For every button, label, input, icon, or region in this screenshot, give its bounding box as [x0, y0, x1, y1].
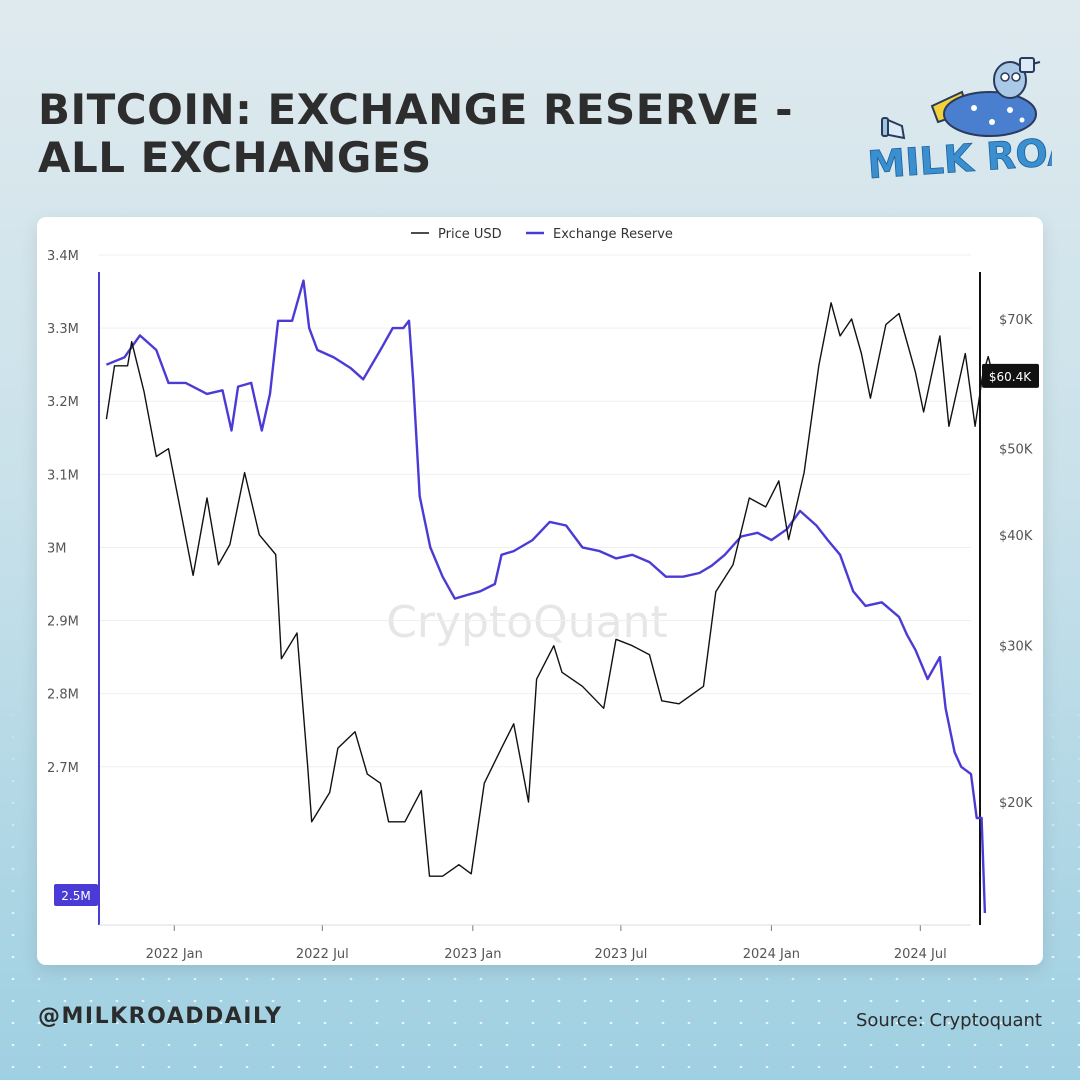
y-left-tick-label: 3.3M: [47, 322, 79, 337]
y-right-tick-label: $30K: [999, 640, 1033, 655]
social-handle: @MILKROADDAILY: [38, 1004, 283, 1029]
y-left-tick-label: 3.1M: [47, 468, 79, 483]
price-usd-line: [105, 302, 994, 877]
price-current-badge: [982, 363, 1039, 388]
legend-entry: Price USD: [438, 227, 502, 242]
y-left-tick-label: 2.9M: [47, 615, 79, 630]
reserve-current-badge: [54, 884, 98, 906]
watermark: CryptoQuant: [386, 597, 668, 648]
x-tick-label: 2023 Jul: [594, 947, 647, 962]
x-tick-label: 2024 Jul: [894, 947, 947, 962]
exchange-reserve-line: [105, 279, 987, 914]
reserve-current-label: 2.5M: [61, 889, 90, 903]
x-tick-label: 2022 Jan: [146, 947, 203, 962]
y-right-tick-label: $20K: [999, 796, 1033, 811]
price-current-label: $60.4K: [989, 370, 1032, 384]
chart-svg: Price USD Exchange Reserve CryptoQuant 3.…: [47, 227, 1039, 962]
milk-road-logo: MILK ROAD: [866, 57, 1052, 186]
y-left-tick-label: 2.7M: [47, 761, 79, 776]
x-tick-label: 2024 Jan: [743, 947, 800, 962]
chart-card: Price USD Exchange Reserve CryptoQuant 3.…: [37, 217, 1043, 965]
x-tick-label: 2023 Jan: [444, 947, 501, 962]
y-left-tick-label: 3.4M: [47, 249, 79, 264]
grid-lines: [99, 254, 971, 768]
chart-legend: Price USD Exchange Reserve: [411, 227, 673, 242]
current-value-badges: 2.5M $60.4K: [54, 363, 1039, 906]
y-right-tick-label: $50K: [999, 443, 1033, 458]
x-tick-label: 2022 Jul: [296, 947, 349, 962]
y-left-tick-label: 3.2M: [47, 395, 79, 410]
chart-axes: 3.4M 3.3M 3.2M 3.1M 3M 2.9M 2.8M 2.7M $70K $50K $4…: [47, 249, 1033, 962]
y-right-tick-label: $70K: [999, 313, 1033, 328]
y-right-tick-label: $40K: [999, 529, 1033, 544]
series-layer: [105, 279, 994, 914]
source-credit: Source: Cryptoquant: [855, 1010, 1042, 1031]
y-left-tick-label: 3M: [47, 541, 67, 556]
cartoon-cow-icon: [881, 57, 1041, 140]
legend-entry: Exchange Reserve: [553, 227, 673, 242]
page-title: BITCOIN: EXCHANGE RESERVE - ALL EXCHANGE…: [38, 85, 794, 182]
y-left-tick-label: 2.8M: [47, 688, 79, 703]
